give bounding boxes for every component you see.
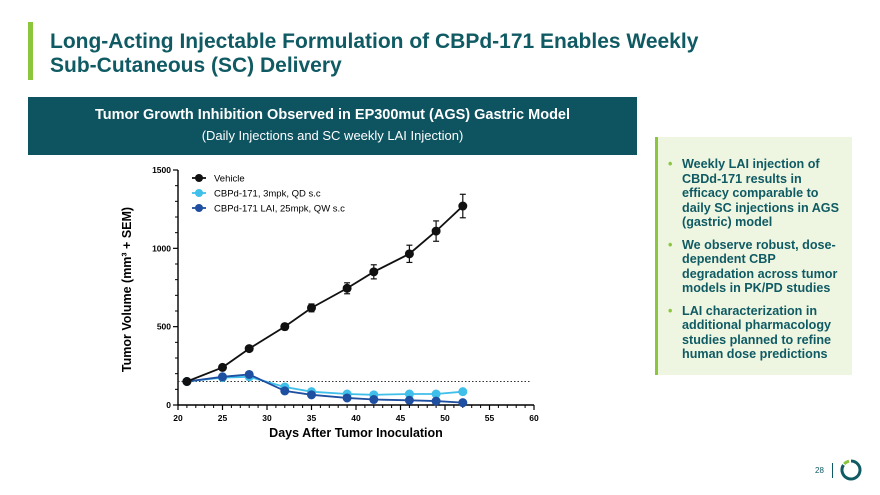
page-divider	[832, 463, 833, 478]
x-tick-label: 40	[351, 413, 361, 423]
data-point	[431, 226, 441, 236]
slide-title-line-2: Sub-Cutaneous (SC) Delivery	[50, 54, 342, 77]
bullet-icon: •	[668, 157, 673, 171]
company-logo-icon	[840, 459, 862, 481]
data-point	[458, 387, 468, 397]
bullet-item: • LAI characterization in additional phar…	[668, 304, 842, 362]
data-point	[244, 344, 254, 354]
slide-title-line-1: Long-Acting Injectable Formulation of CB…	[50, 30, 699, 53]
bullet-text: Weekly LAI injection of CBDd-171 results…	[682, 157, 839, 229]
bullet-icon: •	[668, 303, 673, 318]
data-point	[404, 395, 414, 405]
data-point	[307, 303, 316, 313]
bullet-list: • Weekly LAI injection of CBDd-171 result…	[668, 157, 842, 362]
legend-marker-2	[195, 204, 203, 212]
data-point	[404, 249, 414, 259]
y-tick-label: 500	[157, 322, 171, 332]
bullet-text: LAI characterization in additional pharm…	[682, 303, 832, 362]
banner-subtitle: (Daily Injections and SC weekly LAI Inje…	[201, 128, 464, 143]
data-point	[369, 267, 379, 277]
x-tick-label: 30	[262, 413, 272, 423]
x-tick-label: 60	[529, 413, 539, 423]
x-tick-label: 45	[396, 413, 406, 423]
series-line-2	[186, 373, 463, 404]
data-point	[280, 386, 290, 396]
data-point	[307, 390, 316, 400]
data-point	[244, 369, 254, 379]
data-point	[218, 362, 227, 372]
y-tick-label: 0	[166, 400, 171, 410]
title-accent-bar	[28, 22, 33, 80]
slide-title: Long-Acting Injectable Formulation of CB…	[50, 30, 810, 78]
x-tick-label: 25	[218, 413, 228, 423]
x-tick-label: 55	[485, 413, 495, 423]
data-point	[369, 395, 379, 405]
series-line-1	[186, 375, 463, 396]
data-point	[431, 396, 441, 406]
bullet-item: • Weekly LAI injection of CBDd-171 result…	[668, 157, 842, 230]
x-tick-label: 35	[307, 413, 317, 423]
legend-marker-0	[195, 174, 203, 182]
bullet-item: • We observe robust, dose-dependent CBP d…	[668, 238, 842, 296]
x-axis-label: Days After Tumor Inoculation	[269, 426, 443, 440]
data-point	[458, 398, 468, 408]
tumor-growth-chart: 0 500 1000 1500 20 25 30 35 40 45 50 55 60 Days After…	[120, 165, 539, 440]
series-line-0	[186, 205, 464, 383]
chart-banner: Tumor Growth Inhibition Observed in EP30…	[28, 97, 637, 155]
bullet-icon: •	[668, 237, 673, 252]
legend-label-1: CBPd-171, 3mpk, QD s.c	[214, 189, 321, 200]
data-point	[280, 322, 290, 332]
data-point	[458, 201, 468, 211]
y-axis-label: Tumor Volume (mm³ + SEM)	[120, 207, 134, 372]
y-tick-label: 1500	[152, 165, 171, 175]
data-point	[342, 283, 352, 293]
x-tick-label: 20	[173, 413, 183, 423]
bullet-text: We observe robust, dose-dependent CBP de…	[682, 237, 838, 296]
y-tick-label: 1000	[152, 243, 171, 253]
page-number: 28	[815, 466, 824, 475]
banner-title: Tumor Growth Inhibition Observed in EP30…	[94, 107, 571, 123]
data-point	[182, 377, 192, 386]
key-findings-panel: • Weekly LAI injection of CBDd-171 result…	[655, 137, 852, 375]
data-point	[342, 393, 352, 403]
x-tick-label: 50	[440, 413, 450, 423]
legend-label-2: CBPd-171 LAI, 25mpk, QW s.c	[214, 204, 345, 215]
legend-label-0: Vehicle	[214, 174, 245, 185]
legend-marker-1	[195, 189, 203, 197]
data-point	[218, 372, 227, 382]
